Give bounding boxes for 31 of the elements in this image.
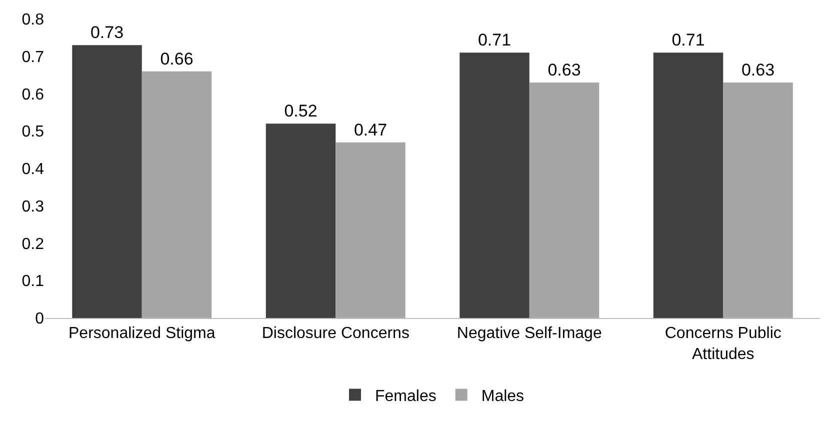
y-tick-label: 0.5 — [22, 124, 44, 141]
data-label: 0.52 — [284, 102, 318, 121]
bar — [529, 82, 600, 318]
bar — [653, 52, 724, 318]
y-tick-label: 0.6 — [22, 86, 44, 104]
y-tick-label: 0.8 — [22, 12, 44, 29]
data-label: 0.73 — [90, 23, 124, 42]
data-label: 0.66 — [160, 49, 194, 68]
data-label: 0.71 — [672, 30, 705, 50]
bar — [723, 82, 793, 318]
y-tick-label: 0.2 — [22, 236, 44, 253]
bar — [460, 52, 530, 318]
x-tick-label: Concerns Public Attitudes — [664, 325, 782, 363]
data-label: 0.63 — [548, 60, 581, 80]
y-tick-label: 0.4 — [22, 161, 44, 178]
x-tick-label: Personalized Stigma — [68, 325, 216, 342]
bar — [266, 124, 336, 318]
bar — [336, 142, 406, 318]
bar — [72, 45, 142, 318]
y-tick-label: 0 — [35, 310, 44, 328]
legend-label: Females — [375, 388, 436, 405]
x-tick-label: Negative Self-Image — [456, 325, 602, 342]
y-tick-label: 0.3 — [22, 198, 44, 216]
y-tick-label: 0.7 — [22, 48, 44, 66]
data-label: 0.47 — [354, 120, 388, 140]
x-tick-label: Disclosure Concerns — [262, 325, 410, 342]
bar — [142, 71, 212, 318]
y-tick-label: 0.1 — [22, 273, 44, 290]
data-label: 0.71 — [478, 30, 512, 50]
legend-label: Males — [481, 388, 524, 405]
data-label: 0.63 — [741, 60, 775, 80]
